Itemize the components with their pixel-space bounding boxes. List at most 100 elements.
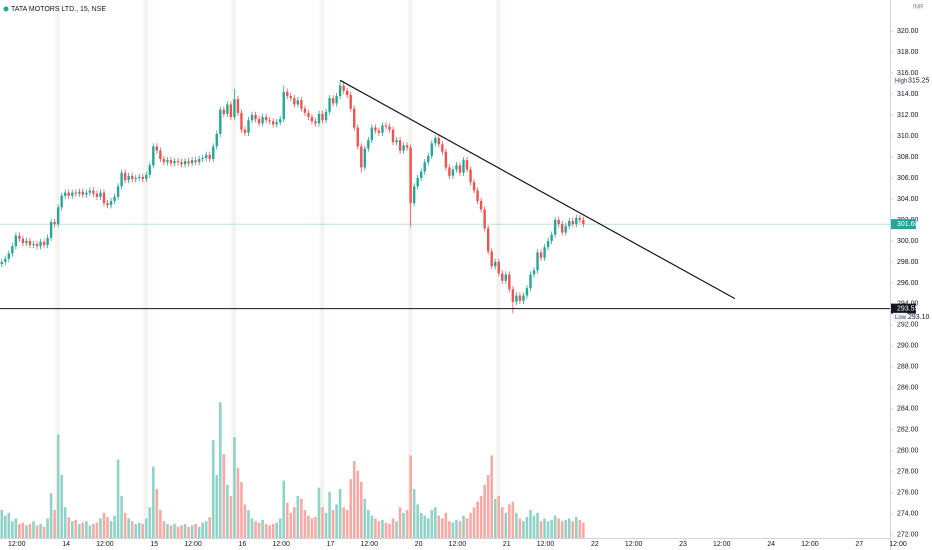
volume-bar: [412, 489, 416, 538]
candle-body: [342, 85, 345, 91]
volume-bar: [162, 521, 166, 538]
candle-body: [560, 224, 564, 233]
volume-bar: [486, 475, 490, 538]
volume-bar: [134, 524, 138, 538]
chart-title: TATA MOTORS LTD., 15, NSE: [11, 6, 106, 13]
volume-bar: [437, 515, 441, 538]
volume-bar: [423, 515, 427, 538]
volume-bar: [352, 461, 356, 538]
volume-bar: [218, 402, 222, 538]
candle-body: [4, 258, 7, 262]
volume-bar: [28, 524, 32, 538]
y-tick-label: 290.00: [897, 343, 919, 350]
candle-body: [166, 160, 169, 163]
volume-bar: [268, 525, 271, 538]
volume-bar: [25, 525, 28, 538]
candle-body: [85, 192, 88, 195]
candle-body: [451, 169, 455, 176]
y-tick-label: 288.00: [897, 364, 919, 371]
volume-bar: [402, 512, 405, 538]
candle-body: [145, 174, 148, 179]
y-tick-label: 282.00: [897, 427, 919, 434]
x-tick-label: 17: [327, 541, 335, 548]
candle-body: [42, 241, 46, 246]
x-tick-label: 12:00: [361, 541, 379, 548]
candle-body: [525, 288, 529, 296]
candle-body: [303, 108, 307, 113]
volume-bar: [553, 515, 557, 538]
candle-body: [310, 117, 314, 122]
candle-body: [74, 192, 77, 194]
volume-bar: [335, 504, 338, 538]
candle-body: [479, 201, 483, 210]
volume-bar: [564, 519, 568, 538]
volume-bar: [328, 491, 331, 538]
candle-body: [229, 104, 233, 118]
last-price-label: 301.60: [897, 221, 919, 228]
candle-body: [518, 295, 522, 301]
candle-body: [190, 160, 194, 164]
candle-body: [578, 217, 582, 220]
volume-bar: [321, 507, 324, 538]
candle-body: [271, 121, 275, 125]
volume-bar: [479, 496, 483, 538]
volume-bar: [116, 459, 120, 538]
hline-badge: [891, 303, 916, 314]
x-tick-label: 15: [150, 541, 158, 548]
candle-body: [483, 209, 486, 229]
session-break: [143, 0, 146, 538]
x-tick-label: 12:00: [272, 541, 290, 548]
volume-bar: [204, 521, 208, 538]
candle-body: [360, 146, 363, 168]
volume-bar: [60, 475, 63, 538]
candle-body: [349, 95, 352, 109]
candle-body: [130, 175, 134, 179]
candle-body: [279, 119, 282, 123]
volume-bar: [543, 518, 546, 538]
high-name: High: [895, 78, 907, 84]
volume-bar: [120, 496, 123, 538]
candle-body: [546, 240, 550, 248]
candle-body: [550, 234, 553, 241]
candle-body: [511, 289, 515, 302]
volume-bar: [469, 512, 472, 538]
session-break: [322, 0, 325, 538]
candle-body: [381, 125, 384, 133]
volume-bar: [49, 493, 53, 538]
volume-bar: [557, 518, 560, 538]
volume-bar: [458, 521, 462, 538]
volume-bar: [497, 496, 501, 538]
candle-body: [197, 159, 201, 163]
volume-bar: [187, 526, 190, 538]
candle-body: [162, 159, 166, 163]
volume-bar: [63, 507, 67, 538]
candle-body: [437, 138, 441, 145]
volume-bar: [183, 524, 187, 538]
candle-body: [141, 176, 144, 179]
volume-bar: [419, 512, 423, 538]
volume-bar: [518, 518, 522, 538]
session-break: [407, 0, 411, 538]
volume-bar: [70, 521, 74, 538]
volume-bar: [271, 524, 275, 538]
x-tick-label: 24: [767, 541, 775, 548]
volume-bar: [261, 519, 264, 538]
volume-bar: [250, 518, 254, 538]
candle-body: [462, 160, 465, 173]
session-break: [233, 0, 236, 538]
volume-bar: [465, 518, 469, 538]
volume-bar: [155, 489, 159, 538]
candle-body: [338, 85, 342, 97]
volume-bar: [426, 518, 430, 538]
volume-bar: [74, 519, 78, 538]
volume-bar: [359, 482, 363, 538]
volume-bar: [190, 525, 194, 538]
candle-body: [430, 143, 433, 156]
candle-body: [46, 237, 49, 246]
low-name: Low: [895, 315, 907, 321]
y-tick-label: 318.00: [897, 49, 919, 56]
volume-bar: [522, 521, 525, 538]
volume-bar: [53, 510, 56, 538]
y-tick-label: 300.00: [897, 238, 919, 245]
